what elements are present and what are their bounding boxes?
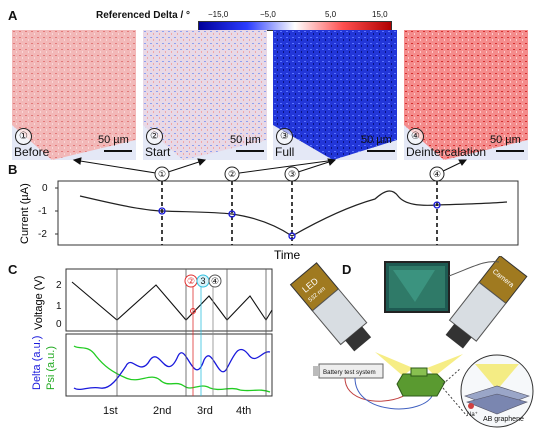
- setup-diagram: LED 532 nm Camera Battery test system Na…: [289, 256, 534, 428]
- marker-3-label: ③: [288, 169, 296, 179]
- map-3-number: ③: [276, 128, 293, 145]
- led-tube: [289, 262, 372, 352]
- cycle-label-3: 3rd: [197, 405, 213, 417]
- panel-b-letter: B: [8, 162, 18, 177]
- current-xlabel: Time: [274, 248, 301, 262]
- electrochemical-cell: [396, 373, 446, 397]
- voltage-tick-2: 2: [56, 280, 62, 291]
- na-label: Na⁺: [467, 411, 478, 418]
- c-marker-2-label: ②: [187, 276, 195, 286]
- marker-4-point: [433, 201, 441, 209]
- panel-a-letter: A: [8, 8, 18, 23]
- map-4-stage: Deintercalation: [406, 145, 487, 159]
- current-plot-frame: [57, 180, 519, 246]
- marker-1-label: ①: [158, 169, 166, 179]
- c-marker-2-point: [190, 308, 196, 314]
- map-4-number: ④: [407, 128, 424, 145]
- marker-3-point: [288, 232, 296, 240]
- voltage-tick-1: 1: [56, 301, 62, 312]
- marker-1-point: [158, 207, 166, 215]
- sem-map-before: [12, 30, 136, 160]
- marker-2-point: [228, 210, 236, 218]
- graphene-label: AB graphene: [483, 416, 524, 423]
- map-2-scalebar: [236, 150, 264, 152]
- cycle-label-1: 1st: [103, 405, 118, 417]
- colorbar-tick-1: −15,0: [208, 10, 229, 19]
- current-ytick-1: -1: [38, 206, 47, 217]
- map-2-stage: Start: [145, 145, 171, 159]
- colorbar-tick-4: 15,0: [372, 10, 388, 19]
- voltage-trace: [71, 281, 273, 322]
- map-1-scale: 50 µm: [98, 134, 129, 146]
- c-marker-3-label: 3: [200, 276, 205, 286]
- camera-tube: [445, 256, 528, 349]
- delta-ylabel: Delta (a.u.): [31, 336, 43, 390]
- marker-2-label: ②: [228, 169, 236, 179]
- map-4-scalebar: [496, 150, 524, 152]
- map-2-scale: 50 µm: [230, 134, 261, 146]
- map-1-number: ①: [15, 128, 32, 145]
- battery-label: Battery test system: [323, 369, 376, 376]
- cycle-label-4: 4th: [236, 405, 251, 417]
- current-trace: [79, 190, 508, 237]
- delta-psi-plot-frame: [65, 333, 273, 397]
- colorbar-tick-3: 5,0: [325, 10, 337, 19]
- colorbar-title: Referenced Delta / °: [96, 10, 191, 21]
- current-ylabel: Current (µA): [19, 183, 31, 244]
- map-1-stage: Before: [14, 145, 50, 159]
- map-3-scale: 50 µm: [361, 134, 392, 146]
- panel-d-letter: D: [342, 262, 352, 277]
- psi-ylabel: Psi (a.u.): [45, 346, 57, 390]
- map-3-stage: Full: [275, 145, 295, 159]
- sem-map-deintercalation: [404, 30, 528, 160]
- voltage-plot-frame: [65, 268, 273, 332]
- current-ytick-0: 0: [42, 183, 48, 194]
- delta-trace: [73, 348, 271, 391]
- colorbar-tick-2: −5,0: [260, 10, 276, 19]
- map-2-number: ②: [146, 128, 163, 145]
- map-4-scale: 50 µm: [490, 134, 521, 146]
- map-3-scalebar: [367, 150, 395, 152]
- c-marker-4-label: ④: [211, 276, 219, 286]
- map-link-arrows: [72, 157, 468, 175]
- sem-map-start: [143, 30, 267, 160]
- current-ytick-2: -2: [38, 229, 47, 240]
- cycle-label-2: 2nd: [153, 405, 171, 417]
- marker-4-label: ④: [433, 169, 441, 179]
- panel-c-letter: C: [8, 262, 18, 277]
- voltage-ylabel: Voltage (V): [33, 276, 45, 330]
- voltage-tick-0: 0: [56, 319, 62, 330]
- psi-trace: [73, 345, 271, 393]
- map-1-scalebar: [104, 150, 132, 152]
- sem-map-full: [273, 30, 397, 160]
